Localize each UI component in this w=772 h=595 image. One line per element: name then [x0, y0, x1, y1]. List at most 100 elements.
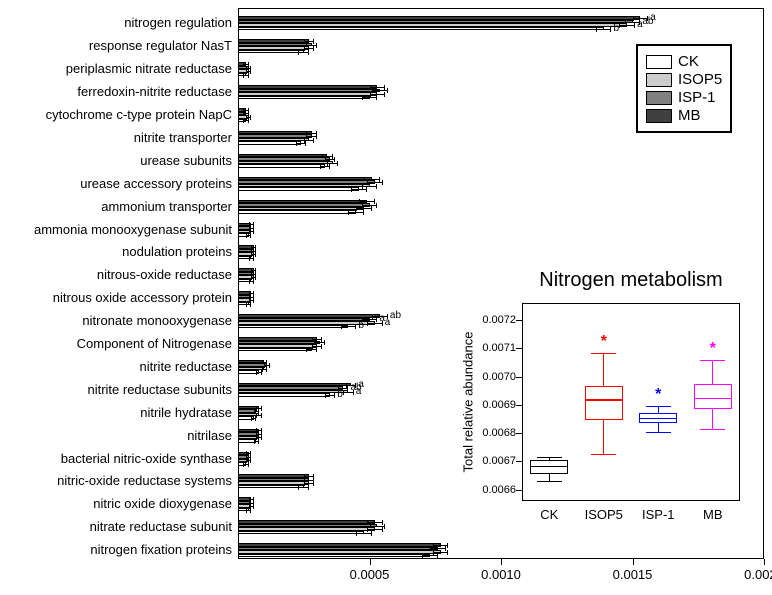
error-cap	[261, 435, 262, 440]
error-bar	[362, 186, 378, 187]
error-bar	[433, 552, 449, 553]
error-cap	[363, 210, 364, 215]
error-bar	[619, 25, 635, 26]
legend-label: CK	[678, 53, 699, 70]
legend-swatch	[646, 55, 672, 69]
error-cap	[371, 206, 372, 211]
sig-letter: ab	[390, 310, 401, 321]
error-cap	[382, 520, 383, 525]
error-cap	[433, 550, 434, 555]
y-axis-label: nitrogen regulation	[124, 15, 232, 30]
error-cap	[255, 275, 256, 280]
sig-letter: b	[358, 320, 364, 331]
significance-star: *	[601, 333, 607, 351]
y-axis-label: nitrite reductase	[140, 359, 233, 374]
error-cap	[266, 367, 267, 372]
error-cap	[308, 50, 309, 55]
inset-y-tick-label: 0.0071	[472, 342, 516, 354]
error-cap	[367, 527, 368, 532]
legend-label: ISOP5	[678, 71, 722, 88]
sig-letter: a	[385, 317, 391, 328]
median-line	[694, 398, 732, 400]
whisker-cap	[646, 432, 671, 433]
error-cap	[372, 314, 373, 319]
inset-y-tick-label: 0.0067	[472, 455, 516, 467]
y-axis-label: nitrate reductase subunit	[90, 519, 232, 534]
error-cap	[305, 141, 306, 146]
y-axis-label: ammonia monooxygenase subunit	[34, 222, 232, 237]
error-cap	[633, 16, 634, 21]
y-axis-label: nitrilase	[187, 428, 232, 443]
x-tick	[501, 559, 502, 565]
legend-item: CK	[646, 53, 722, 70]
error-cap	[313, 39, 314, 44]
x-tick-label: 0.0005	[350, 567, 390, 582]
error-cap	[243, 118, 244, 123]
error-cap	[256, 370, 257, 375]
error-bar	[367, 323, 383, 324]
y-axis-label: nitrous-oxide reductase	[97, 267, 232, 282]
error-cap	[387, 88, 388, 93]
bar	[238, 393, 330, 397]
error-cap	[384, 524, 385, 529]
error-cap	[250, 233, 251, 238]
error-cap	[298, 485, 299, 490]
error-cap	[253, 256, 254, 261]
y-axis-label: nitric oxide dioxygenase	[93, 496, 232, 511]
whisker-cap	[700, 360, 725, 361]
inset-y-tick-label: 0.0072	[472, 314, 516, 326]
error-cap	[384, 92, 385, 97]
y-axis-label: nitrite transporter	[134, 130, 232, 145]
error-cap	[250, 458, 251, 463]
error-cap	[384, 85, 385, 90]
error-cap	[306, 347, 307, 352]
error-cap	[246, 302, 247, 307]
error-cap	[321, 344, 322, 349]
y-axis-line	[238, 8, 239, 559]
error-cap	[343, 390, 344, 395]
error-cap	[445, 546, 446, 551]
sig-letter: b	[613, 23, 619, 34]
y-axis-label: ferredoxin-nitrite reductase	[77, 84, 232, 99]
error-bar	[356, 533, 372, 534]
error-bar	[367, 529, 383, 530]
error-cap	[362, 95, 363, 100]
error-cap	[312, 344, 313, 349]
error-bar	[596, 29, 612, 30]
inset-y-tick-label: 0.0066	[472, 484, 516, 496]
error-cap	[348, 210, 349, 215]
y-axis-label: nitrite reductase subunits	[87, 382, 232, 397]
error-cap	[447, 550, 448, 555]
error-cap	[376, 317, 377, 322]
x-tick-label: 0.0010	[481, 567, 521, 582]
error-cap	[255, 252, 256, 257]
error-cap	[337, 161, 338, 166]
y-axis-label: nitronate monooxygenase	[82, 313, 232, 328]
whisker-cap	[646, 406, 671, 407]
whisker	[712, 409, 713, 429]
whisker	[603, 353, 604, 387]
error-cap	[313, 481, 314, 486]
x-tick	[633, 559, 634, 565]
error-cap	[366, 187, 367, 192]
error-cap	[254, 439, 255, 444]
error-cap	[249, 279, 250, 284]
error-cap	[251, 416, 252, 421]
error-cap	[296, 141, 297, 146]
error-cap	[256, 413, 257, 418]
inset-y-tick-label: 0.0069	[472, 399, 516, 411]
legend-item: ISP-1	[646, 89, 722, 106]
legend-swatch	[646, 109, 672, 123]
y-axis-label: response regulator NasT	[89, 38, 232, 53]
error-cap	[374, 199, 375, 204]
error-cap	[250, 508, 251, 513]
error-cap	[610, 27, 611, 32]
error-cap	[246, 508, 247, 513]
whisker-cap	[700, 429, 725, 430]
bar	[238, 96, 370, 100]
error-cap	[243, 462, 244, 467]
error-cap	[261, 406, 262, 411]
bar	[238, 554, 430, 558]
error-cap	[255, 416, 256, 421]
inset-y-tick	[516, 320, 522, 321]
